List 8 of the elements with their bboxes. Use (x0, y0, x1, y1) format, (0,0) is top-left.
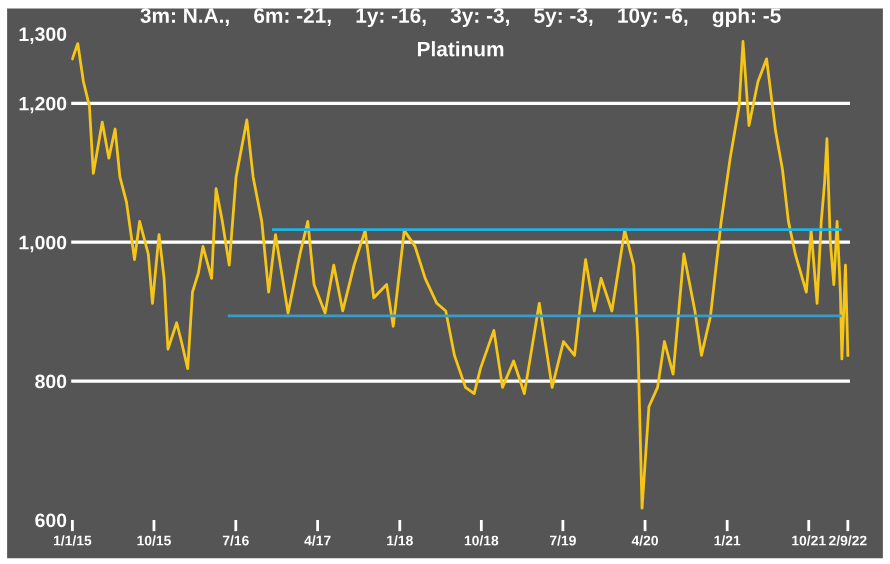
line-series (71, 40, 850, 510)
y-tick-label: 1,300 (19, 27, 67, 44)
y-tick-label: 600 (35, 513, 67, 528)
chart-title: 3m: N.A., 6m: -21, 1y: -16, 3y: -3, 5y: -3, 10y: -6, gph: -5 (140, 7, 781, 28)
y-tick-label: 1,200 (19, 96, 67, 114)
y-tick-label: 800 (35, 374, 67, 389)
chart-subtitle: Platinum (417, 41, 504, 57)
y-tick-label: 1,000 (19, 235, 67, 253)
